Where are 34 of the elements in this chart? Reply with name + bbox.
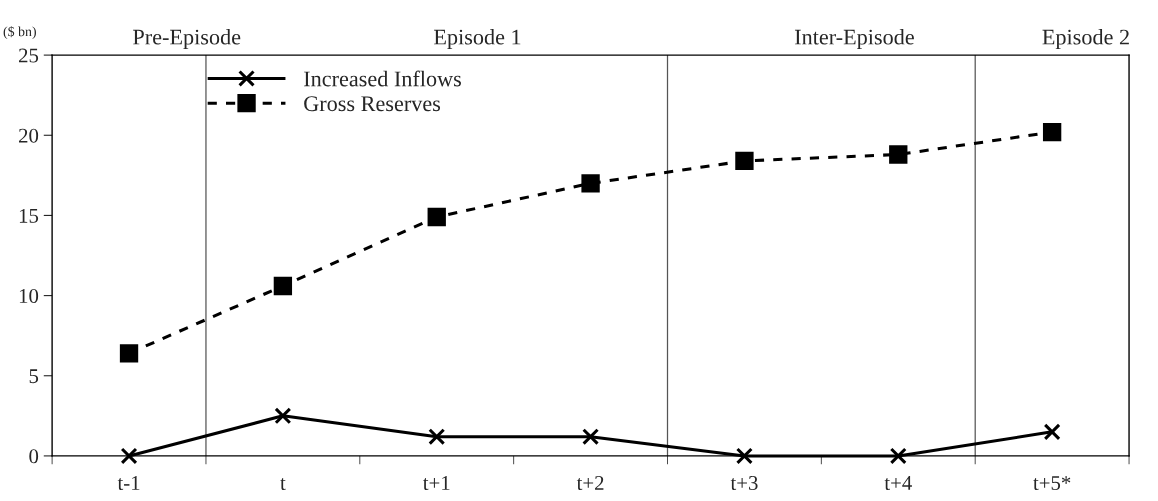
point (735, 151, 754, 171)
text: Inter-Episode (794, 28, 914, 50)
text: Episode 2 (1042, 28, 1129, 50)
point (427, 207, 446, 227)
x-tick-label: t+2 (576, 476, 604, 491)
point (581, 174, 600, 193)
point (428, 428, 446, 446)
point (119, 344, 139, 363)
x-tick-label: t+4 (884, 476, 912, 491)
x-tick-label: t-1 (117, 476, 140, 491)
point (889, 447, 907, 465)
x-tick-label: t (280, 478, 286, 491)
point (735, 447, 753, 465)
point (582, 428, 600, 446)
x-tick-label: t+5* (1033, 476, 1071, 491)
legend-label: Increased Inflows (304, 70, 461, 87)
point (1042, 122, 1062, 142)
point (274, 407, 292, 425)
y-tick-label: 5 (29, 369, 39, 384)
y-tick-label: 20 (19, 128, 39, 143)
point (889, 145, 908, 164)
point (120, 447, 138, 465)
y-tick-label: 0 (29, 449, 39, 464)
legend-label: Gross Reserves (304, 96, 441, 112)
x-tick-label: t+1 (422, 476, 450, 491)
y-tick-label: 10 (19, 288, 39, 304)
y-tick-label: 25 (19, 48, 39, 63)
y-axis-title: ($ bn) (3, 26, 36, 40)
point (1043, 423, 1061, 441)
text: Episode 1 (434, 28, 521, 50)
y-tick-label: 15 (19, 208, 39, 223)
point (273, 276, 293, 296)
text: Pre-Episode (133, 28, 241, 50)
x-tick-label: t+3 (730, 476, 758, 491)
